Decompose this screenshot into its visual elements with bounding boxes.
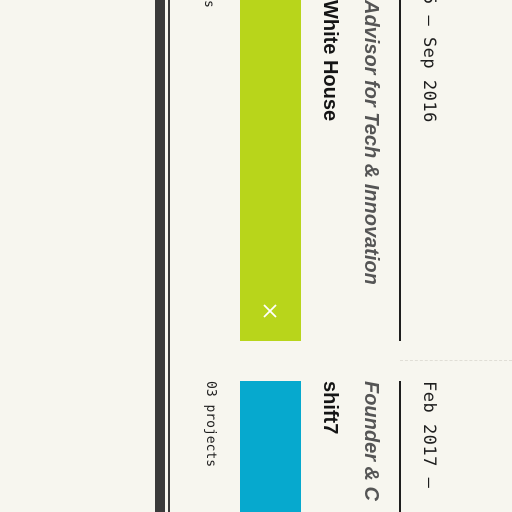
- date-range: 5 — Sep 2016: [419, 0, 439, 123]
- timeline-rail: [155, 0, 165, 512]
- entry-card-shift7[interactable]: [240, 381, 301, 512]
- date-range: Feb 2017 —: [419, 381, 439, 489]
- close-icon[interactable]: [261, 302, 279, 320]
- entry-divider: [399, 0, 401, 341]
- entry-divider: [399, 381, 401, 512]
- organization-name[interactable]: shift7: [319, 381, 341, 435]
- project-count: 03 projects: [203, 381, 218, 468]
- divider-line: [400, 360, 512, 361]
- role-title: Advisor for Tech & Innovation: [360, 0, 382, 285]
- entry-card-white-house[interactable]: [240, 0, 301, 341]
- role-title: Founder & C: [360, 381, 382, 501]
- project-count: s: [201, 0, 216, 8]
- timeline-rail-thin: [168, 0, 170, 512]
- organization-name[interactable]: White House: [319, 0, 341, 122]
